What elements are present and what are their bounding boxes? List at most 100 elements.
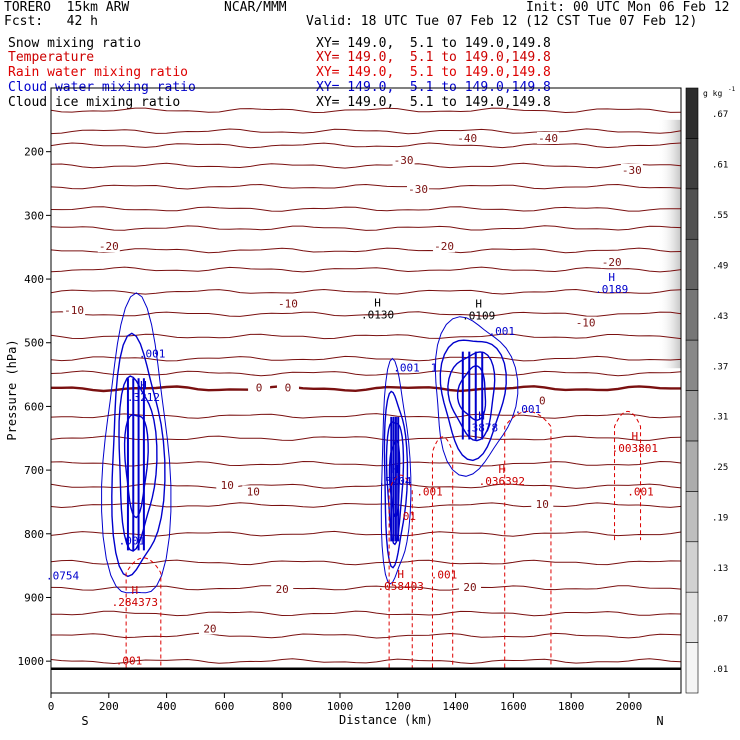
isotherm-24	[51, 632, 682, 639]
isotherm-2	[50, 142, 682, 149]
colorbar-label-1: .07	[712, 614, 728, 624]
colorbar-label-5: .31	[712, 413, 728, 423]
colorbar-cell-0	[685, 642, 699, 694]
cloud-water-contour-2-1	[439, 339, 507, 462]
temp-label-bg-3	[620, 163, 643, 176]
colorbar-unit: g kg	[703, 89, 722, 98]
colorbar-cell-1	[685, 591, 699, 643]
max-value-9: .284373	[112, 596, 158, 609]
max-value-5: .003801	[612, 442, 658, 455]
temp-label-bg-5	[97, 240, 120, 253]
isotherm-19	[50, 502, 682, 509]
isotherm-15	[50, 413, 682, 419]
x-axis-label: Distance (km)	[339, 713, 433, 727]
isotherm-10	[50, 311, 682, 317]
isotherm-8	[50, 266, 682, 273]
field-name-temperature: Temperature	[8, 50, 95, 65]
colorbar-label-11: .67	[712, 110, 728, 120]
max-marker-9: H	[131, 584, 138, 597]
contour-label-1: .001	[393, 361, 420, 374]
isotherm-0	[50, 107, 682, 114]
contour-label-11: .0754	[46, 570, 79, 583]
temp-label-bg-18	[198, 622, 221, 635]
colorbar-label-4: .25	[712, 463, 728, 473]
isotherm-20	[50, 530, 682, 537]
max-marker-8: H	[397, 568, 404, 581]
colorbar-label-9: .55	[712, 211, 728, 221]
colorbar-cell-4	[685, 440, 699, 492]
colorbar-cell-9	[685, 188, 699, 240]
max-value-2: .0189	[595, 283, 628, 296]
temp-label-8: -10	[64, 304, 84, 317]
isotherm-22	[50, 585, 682, 591]
y-tick-label-5: 700	[24, 464, 44, 477]
x-tick-label-9: 1800	[558, 700, 585, 713]
temp-label-bg-1	[537, 131, 560, 144]
max-value-3: .3212	[127, 391, 160, 404]
contour-label-3: .001	[489, 325, 516, 338]
temp-label-bg-12	[276, 381, 299, 394]
colorbar-label-6: .37	[712, 362, 728, 372]
center-title: NCAR/MMM	[224, 0, 287, 15]
colorbar-label-7: .43	[712, 312, 728, 322]
isotherm-25	[50, 658, 682, 665]
x-tick-label-10: 2000	[616, 700, 643, 713]
contour-label-9: .001	[119, 535, 146, 548]
colorbar-cell-7	[685, 289, 699, 341]
colorbar-label-3: .19	[712, 514, 728, 524]
x-tick-label-7: 1400	[442, 700, 469, 713]
field-name-snow: Snow mixing ratio	[8, 36, 142, 51]
colorbar-cell-11	[685, 87, 699, 139]
y-axis-label: Pressure (hPa)	[5, 339, 19, 440]
temp-label-16: 10	[536, 498, 549, 511]
rain-column-0	[125, 557, 162, 668]
cloud-water-contour-0-0	[101, 292, 172, 594]
contour-label-10: .001	[116, 654, 143, 667]
temp-label-15: 10	[247, 485, 260, 498]
field-name-cloud-ice: Cloud ice mixing ratio	[8, 95, 181, 110]
isotherm-7	[50, 247, 682, 254]
cloud-water-contour-2-0	[434, 316, 519, 477]
temp-label-3: -30	[622, 164, 642, 177]
isotherm-9	[50, 288, 682, 295]
max-value-7: .036392	[479, 475, 525, 488]
isotherm-17	[50, 460, 682, 467]
x-tick-label-5: 1000	[327, 700, 354, 713]
temp-label-2: -30	[394, 154, 414, 167]
temp-label-bg-10	[574, 316, 597, 329]
colorbar-cell-3	[685, 491, 699, 543]
temp-label-bg-16	[531, 498, 554, 511]
endpoint-left: S	[81, 714, 88, 728]
max-marker-7: H	[499, 463, 506, 476]
y-tick-label-6: 800	[24, 528, 44, 541]
temp-label-9: -10	[278, 298, 298, 311]
temp-label-13: 0	[539, 394, 546, 407]
colorbar-unit-exponent: -1	[728, 86, 736, 93]
isotherm-13	[50, 370, 682, 377]
cloud-water-contour-0-3	[123, 414, 149, 519]
temp-label-bg-4	[407, 182, 430, 195]
isotherm-4	[50, 183, 682, 190]
ice-cloud-shading	[657, 119, 681, 369]
temp-label-bg-7	[600, 256, 623, 269]
max-marker-6: H	[392, 463, 399, 476]
isotherm-5	[50, 206, 681, 212]
temp-label-bg-6	[433, 240, 456, 253]
temp-label-bg-17	[271, 582, 294, 595]
temp-label-14: 10	[221, 479, 234, 492]
cloud-water-contour-2-2	[447, 351, 496, 442]
max-value-4: .3878	[465, 422, 498, 435]
max-value-1: .0109	[462, 310, 495, 323]
temp-label-12: 0	[285, 382, 292, 395]
colorbar-cell-8	[685, 238, 699, 290]
y-tick-label-3: 500	[24, 337, 44, 350]
temp-label-bg-2	[392, 154, 415, 167]
colorbar-cell-6	[685, 339, 699, 391]
x-tick-label-6: 1200	[385, 700, 412, 713]
x-tick-label-3: 600	[214, 700, 234, 713]
y-tick-label-8: 1000	[18, 655, 45, 668]
max-marker-2: H	[608, 271, 615, 284]
temp-label-4: -30	[408, 183, 428, 196]
y-tick-label-0: 200	[24, 146, 44, 159]
isotherm-3	[50, 162, 682, 169]
